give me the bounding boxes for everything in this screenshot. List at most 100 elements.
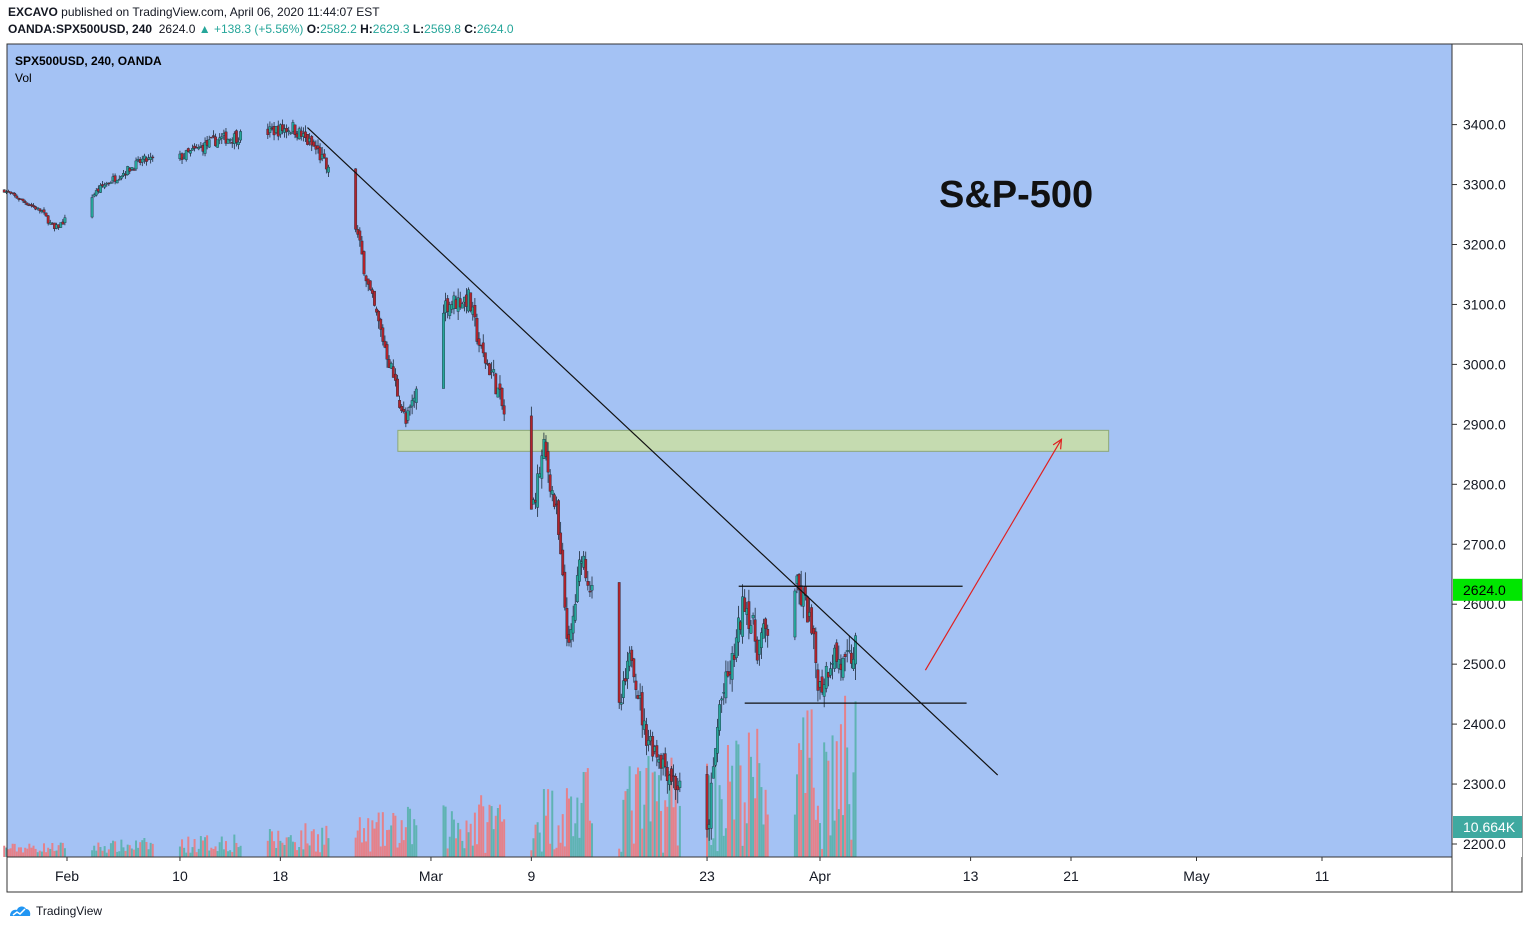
candle-body: [368, 280, 372, 290]
volume-bar: [446, 848, 449, 857]
candle-body: [381, 327, 385, 342]
volume-bar: [266, 840, 269, 857]
volume-bar: [643, 804, 646, 857]
candle-body: [458, 298, 462, 308]
volume-bar: [672, 807, 675, 857]
volume-bar: [637, 767, 640, 857]
candle-body: [203, 142, 207, 154]
volume-bar: [758, 763, 761, 857]
candle-body: [117, 178, 121, 181]
time-tick-label: 10: [172, 868, 188, 884]
volume-bar: [28, 843, 31, 857]
candle-body: [364, 275, 368, 282]
volume-bar: [306, 843, 309, 857]
volume-bar: [808, 757, 811, 857]
price-tick-label: 3200.0: [1463, 237, 1506, 253]
volume-bar: [726, 745, 729, 857]
candle-body: [46, 215, 50, 224]
low-value: 2569.8: [424, 22, 461, 36]
candlesticks: [2, 119, 857, 841]
volume-bar: [639, 771, 642, 857]
candle-body: [647, 740, 650, 746]
volume-bar: [574, 823, 577, 857]
volume-bar: [128, 845, 131, 857]
publish-info: EXCAVO published on TradingView.com, Apr…: [8, 5, 380, 19]
symbol-full: OANDA:SPX500USD, 240: [8, 22, 153, 36]
volume-bar: [463, 848, 466, 857]
volume-bar: [390, 825, 393, 857]
time-axis[interactable]: Feb 10 18 Mar 9 23 Apr 13 21 May 11: [55, 857, 1330, 884]
volume-bar: [572, 836, 575, 857]
candle-body: [189, 150, 192, 154]
candle-body: [393, 373, 397, 381]
volume-bar: [206, 835, 209, 857]
candle-body: [743, 597, 747, 612]
tradingview-brand-text: TradingView: [36, 904, 103, 918]
price-tick-label: 2900.0: [1463, 416, 1506, 432]
volume-bar: [327, 838, 330, 857]
volume-bar: [553, 849, 556, 857]
volume-bar: [19, 847, 22, 857]
candle-body: [59, 222, 63, 228]
volume-bar: [3, 845, 6, 857]
price-tick-label: 2300.0: [1463, 776, 1506, 792]
volume-bar: [42, 843, 45, 857]
volume-bar: [237, 847, 240, 857]
candle-body: [149, 156, 153, 160]
candle-body: [552, 494, 556, 507]
volume-bar: [651, 772, 654, 857]
volume-bar: [666, 806, 669, 857]
candle-body: [854, 635, 857, 665]
candle-body: [186, 148, 190, 152]
price-tick-label: 3100.0: [1463, 296, 1506, 312]
candle-body: [634, 680, 638, 690]
drawings: [6, 43, 1523, 893]
volume-bar: [291, 841, 294, 857]
volume-bar: [57, 845, 60, 857]
volume-bar: [628, 766, 631, 857]
volume-bar: [394, 815, 397, 857]
volume-bar: [135, 840, 138, 857]
candle-body: [285, 127, 289, 133]
candle-body: [21, 198, 25, 202]
legend-volume: Vol: [15, 71, 32, 85]
price-axis[interactable]: 2200.02300.02400.02500.02600.02700.02800…: [1452, 45, 1522, 857]
volume-bar: [668, 771, 671, 857]
time-tick-label: 11: [1315, 868, 1330, 884]
candle-body: [48, 222, 52, 225]
volume-bar: [116, 851, 119, 857]
volume-bar: [293, 842, 296, 857]
volume-bar: [7, 849, 10, 857]
candle-body: [396, 378, 399, 397]
volume-bar: [17, 847, 20, 857]
volume-bar: [279, 840, 282, 857]
volume-bar: [827, 760, 830, 857]
candle-body: [718, 704, 722, 731]
volume-bar: [536, 822, 539, 857]
volume-bar: [494, 815, 497, 857]
candle-body: [379, 318, 383, 330]
volume-bar: [130, 848, 133, 857]
candle-body: [151, 156, 155, 159]
volume-bar: [268, 829, 271, 857]
candle-body: [806, 596, 809, 623]
volume-bar: [551, 790, 554, 857]
candle-body: [822, 684, 826, 697]
candle-body: [814, 631, 818, 664]
volume-bar: [467, 832, 470, 857]
volume-bar: [561, 814, 564, 857]
volume-bar: [369, 851, 372, 857]
volume-bar: [379, 846, 382, 857]
candle-body: [837, 659, 841, 669]
candle-body: [737, 617, 740, 643]
time-tick-label: May: [1183, 868, 1209, 884]
volume-bar: [36, 852, 39, 857]
volume-bar: [490, 806, 493, 857]
candle-body: [13, 193, 17, 196]
volume-bar: [442, 805, 445, 857]
volume-bar: [91, 850, 94, 857]
footer-brand[interactable]: TradingView: [8, 904, 102, 918]
volume-bar: [662, 852, 665, 857]
volume-bar: [400, 820, 403, 857]
